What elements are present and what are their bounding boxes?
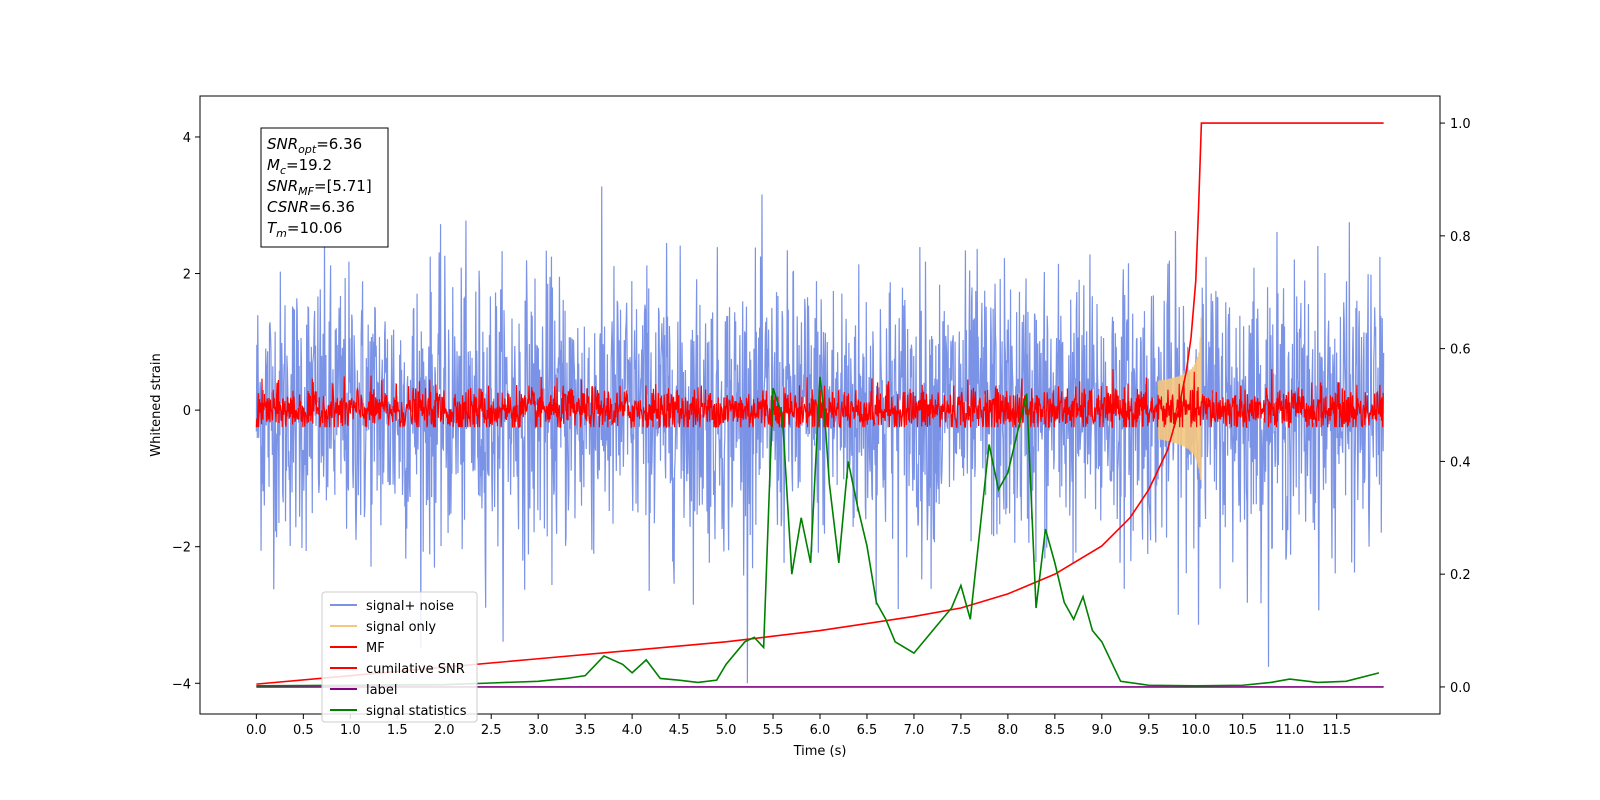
y-tick-label: 2 (183, 268, 191, 283)
annotation-line: CSNR=6.36 (267, 198, 355, 216)
y-tick-label: −2 (172, 541, 191, 556)
series-cumilative-snr (256, 122, 1384, 685)
y2-tick-label: 0.6 (1450, 343, 1471, 358)
x-tick-label: 6.0 (810, 723, 831, 738)
legend-frame (321, 591, 478, 723)
y-axis-right: 0.0 0.2 0.4 0.6 0.8 1.0 (1440, 117, 1471, 696)
x-axis: 0.0 0.5 1.0 1.5 2.0 2.5 3.0 3.5 4.0 4.5 5.0 5.5 6.0 6… (246, 714, 1351, 738)
y-tick-label: 4 (183, 131, 191, 146)
x-tick-label: 10.0 (1181, 723, 1210, 738)
legend-label: label (366, 683, 397, 698)
annotation-line: SNRopt=6.36 (267, 135, 362, 156)
annotation-line: SNRMF=[5.71] (267, 177, 372, 198)
x-tick-label: 7.5 (951, 723, 972, 738)
y-axis-left: −4 −2 0 2 4 (172, 131, 200, 692)
legend-label: signal+ noise (366, 599, 454, 614)
x-tick-label: 9.5 (1138, 723, 1159, 738)
x-tick-label: 2.5 (481, 723, 502, 738)
legend-label: cumilative SNR (366, 662, 465, 677)
x-tick-label: 4.5 (669, 723, 690, 738)
x-tick-label: 9.0 (1091, 723, 1112, 738)
annotation-frame (260, 127, 389, 248)
x-tick-label: 11.5 (1322, 723, 1351, 738)
y2-tick-label: 1.0 (1450, 117, 1471, 132)
annotation-line: Tm=10.06 (267, 219, 342, 240)
x-tick-label: 8.0 (998, 723, 1019, 738)
annotation-line: Mc=19.2 (267, 156, 332, 177)
legend-label: signal only (366, 620, 436, 635)
legend-label: signal statistics (366, 704, 467, 719)
x-axis-label: Time (s) (793, 744, 847, 759)
series-signal-statistics (256, 376, 1380, 687)
x-tick-label: 7.0 (904, 723, 925, 738)
x-tick-label: 0.0 (246, 723, 267, 738)
x-tick-label: 3.5 (575, 723, 596, 738)
legend-label: MF (366, 641, 385, 656)
y-axis-label: Whitened strain (149, 353, 164, 456)
y2-tick-label: 0.4 (1450, 455, 1471, 470)
x-tick-label: 0.5 (293, 723, 314, 738)
x-tick-label: 2.0 (434, 723, 455, 738)
y2-tick-label: 0.0 (1450, 681, 1471, 696)
x-tick-label: 1.5 (387, 723, 408, 738)
x-tick-label: 10.5 (1228, 723, 1257, 738)
y-tick-label: 0 (183, 404, 191, 419)
x-tick-label: 5.0 (716, 723, 737, 738)
x-tick-label: 6.5 (857, 723, 878, 738)
y-tick-label: −4 (172, 677, 191, 692)
legend: signal+ noise signal only MF cumilative SNR… (321, 591, 478, 723)
x-tick-label: 11.0 (1275, 723, 1304, 738)
y2-tick-label: 0.2 (1450, 568, 1471, 583)
x-tick-label: 3.0 (528, 723, 549, 738)
x-tick-label: 8.5 (1045, 723, 1066, 738)
x-tick-label: 1.0 (340, 723, 361, 738)
x-tick-label: 4.0 (622, 723, 643, 738)
x-tick-label: 5.5 (763, 723, 784, 738)
y2-tick-label: 0.8 (1450, 230, 1471, 245)
